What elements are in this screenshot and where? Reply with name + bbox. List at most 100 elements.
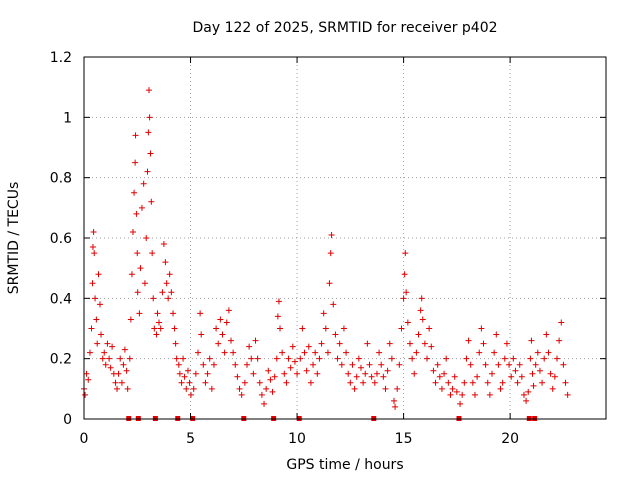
data-point — [371, 379, 378, 386]
data-point — [558, 319, 565, 326]
data-point — [126, 355, 133, 362]
data-point — [269, 388, 276, 395]
data-point — [149, 250, 156, 257]
data-point — [232, 361, 239, 368]
data-point — [428, 343, 435, 350]
data-point — [516, 361, 523, 368]
y-tick-label: 0.2 — [50, 352, 72, 368]
data-point — [206, 355, 213, 362]
data-point — [124, 385, 131, 392]
data-point — [493, 331, 500, 338]
data-point — [102, 361, 109, 368]
data-point — [183, 385, 190, 392]
x-tick-label: 10 — [288, 431, 306, 447]
data-point — [234, 373, 241, 380]
data-point — [98, 331, 105, 338]
data-point — [294, 370, 301, 377]
data-point — [291, 358, 298, 365]
data-point — [328, 231, 335, 238]
data-point — [194, 349, 201, 356]
data-point — [95, 271, 102, 278]
data-point — [92, 295, 99, 302]
data-point — [380, 373, 387, 380]
data-point — [549, 385, 556, 392]
data-point — [366, 361, 373, 368]
data-point — [140, 180, 147, 187]
data-point — [310, 361, 317, 368]
data-point — [186, 379, 193, 386]
data-point — [273, 355, 280, 362]
data-point — [406, 340, 413, 347]
data-point — [495, 361, 502, 368]
data-point — [401, 271, 408, 278]
data-point — [133, 210, 140, 217]
data-point — [547, 370, 554, 377]
data-point — [271, 373, 278, 380]
data-point — [187, 391, 194, 398]
data-point — [267, 376, 274, 383]
data-point — [148, 198, 155, 205]
data-point — [560, 361, 567, 368]
data-point — [424, 355, 431, 362]
data-point — [127, 316, 134, 323]
data-point — [228, 337, 235, 344]
data-point — [181, 373, 188, 380]
data-point — [368, 373, 375, 380]
data-point — [101, 349, 108, 356]
data-point — [457, 400, 464, 407]
data-point — [491, 349, 498, 356]
data-point — [400, 295, 407, 302]
data-point — [168, 289, 175, 296]
data-point — [556, 337, 563, 344]
data-point — [394, 385, 401, 392]
data-point — [170, 310, 177, 317]
data-point — [388, 355, 395, 362]
data-point — [256, 379, 263, 386]
data-point — [489, 370, 496, 377]
data-point — [403, 289, 410, 296]
y-tick-label: 1 — [63, 110, 72, 126]
data-point — [402, 250, 409, 257]
data-point — [445, 379, 452, 386]
data-point — [303, 367, 310, 374]
data-point — [396, 361, 403, 368]
data-point — [336, 340, 343, 347]
data-point — [316, 355, 323, 362]
data-point — [543, 331, 550, 338]
data-point — [210, 361, 217, 368]
data-point — [241, 379, 248, 386]
data-point — [378, 361, 385, 368]
data-point — [281, 370, 288, 377]
data-point — [178, 379, 185, 386]
data-point — [539, 379, 546, 386]
data-point — [384, 367, 391, 374]
data-point — [131, 189, 138, 196]
data-point — [200, 361, 207, 368]
data-point — [248, 355, 255, 362]
data-point — [518, 373, 525, 380]
data-point — [398, 325, 405, 332]
data-point — [541, 355, 548, 362]
data-point — [463, 355, 470, 362]
data-point — [230, 349, 237, 356]
data-point — [285, 355, 292, 362]
y-axis-label: SRMTID / TECUs — [6, 182, 22, 295]
data-point — [529, 370, 536, 377]
data-point — [250, 370, 257, 377]
data-point — [532, 361, 539, 368]
data-point — [447, 391, 454, 398]
data-point — [180, 355, 187, 362]
data-point — [314, 370, 321, 377]
data-point — [382, 385, 389, 392]
data-point — [213, 325, 220, 332]
data-point — [528, 337, 535, 344]
y-tick-label: 0 — [63, 412, 72, 428]
data-point — [136, 310, 143, 317]
data-point — [134, 250, 141, 257]
data-point — [252, 337, 259, 344]
data-point — [104, 340, 111, 347]
data-point — [501, 355, 508, 362]
data-point — [173, 355, 180, 362]
data-point — [474, 373, 481, 380]
data-point — [275, 298, 282, 305]
